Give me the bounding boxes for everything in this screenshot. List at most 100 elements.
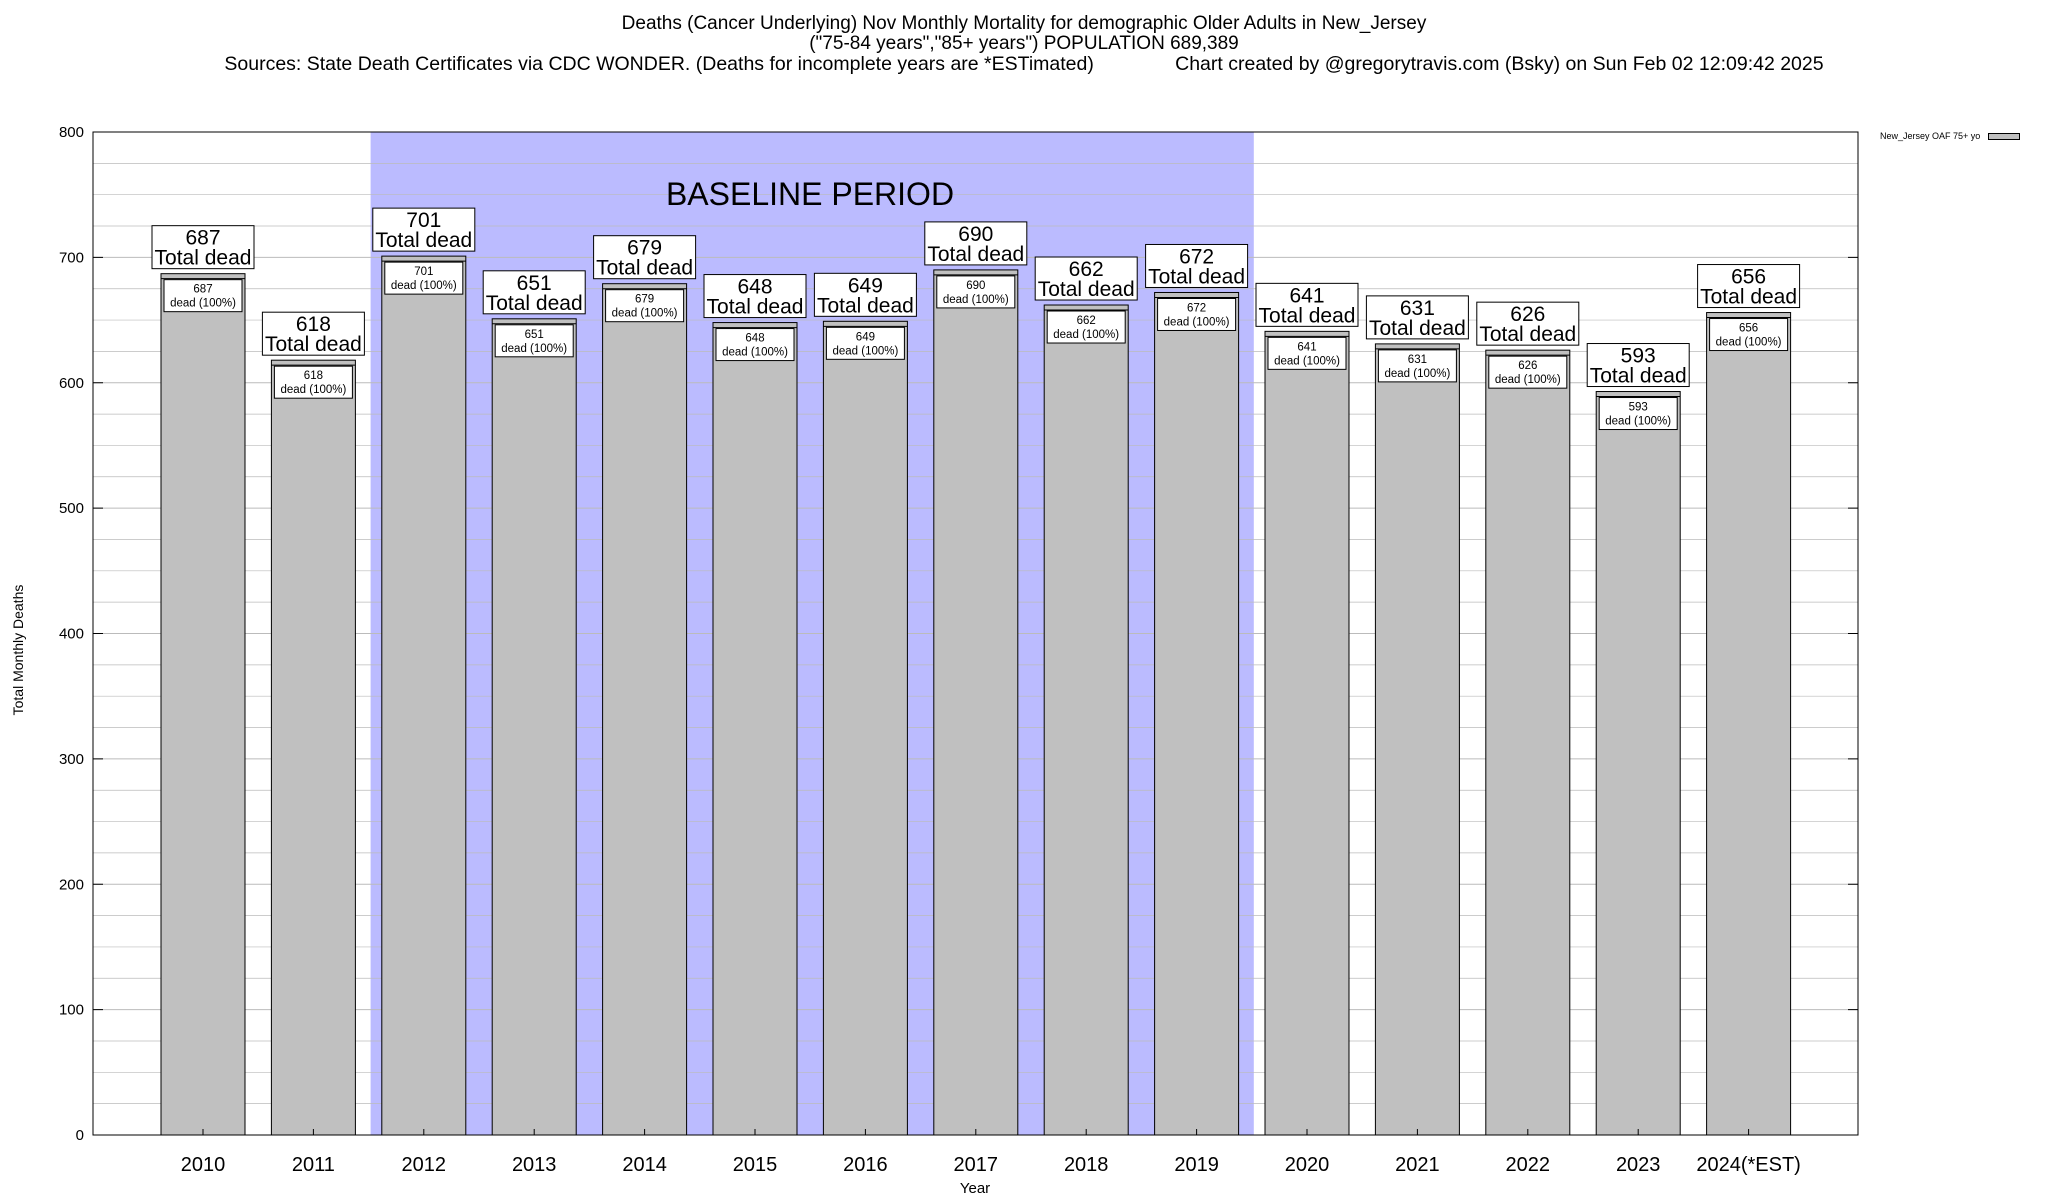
bar-inner-value: 679: [635, 294, 654, 306]
x-tick-label: 2024(*EST): [1696, 1154, 1801, 1176]
bar-total-label: Total dead: [1590, 365, 1687, 388]
bar: [491, 318, 577, 1136]
y-tick-label: 700: [59, 249, 84, 266]
bar-inner-percent: dead (100%): [1495, 374, 1561, 386]
bar-inner-percent: dead (100%): [1053, 329, 1119, 341]
bar-total-value: 651: [517, 272, 552, 295]
bar-total-label-box: [1586, 343, 1690, 388]
bar-total-label-box: [261, 311, 365, 356]
bar-total-label-box: [1255, 282, 1359, 327]
bar-inner-percent: dead (100%): [612, 308, 678, 320]
bar-total-label: Total dead: [1259, 304, 1356, 327]
bar-inner-percent: dead (100%): [280, 384, 346, 396]
bar-inner-value: 672: [1187, 302, 1206, 314]
y-axis-label: Total Monthly Deaths: [10, 584, 26, 716]
bar-total-label: Total dead: [1479, 323, 1576, 346]
bar: [822, 320, 908, 1136]
bar-inner-label-box: [1046, 310, 1126, 344]
bar-inner-value: 690: [966, 280, 985, 292]
bar-inner-label-box: [1267, 336, 1347, 370]
bar-total-label-box: [593, 235, 697, 280]
bar: [1485, 349, 1571, 1136]
bar-inner-percent: dead (100%): [1605, 416, 1671, 428]
x-tick-label: 2015: [733, 1154, 778, 1176]
chart-source-line: Sources: State Death Certificates via CD…: [224, 53, 1824, 75]
bar-total-label-box: [813, 272, 917, 317]
bar-total-label: Total dead: [1700, 286, 1797, 309]
bar-inner-label-box: [1157, 297, 1237, 331]
bar-inner-label-box: [1377, 349, 1457, 383]
bar-inner-label-box: [273, 365, 353, 399]
bar-inner-percent: dead (100%): [832, 345, 898, 357]
bar-inner-percent: dead (100%): [1274, 355, 1340, 367]
chart-title-block: Deaths (Cancer Underlying) Nov Monthly M…: [0, 13, 2048, 75]
bar-inner-value: 701: [414, 266, 433, 278]
bar-inner-value: 593: [1629, 402, 1648, 414]
y-tick-label: 800: [59, 124, 84, 141]
bar-inner-label-box: [715, 328, 795, 362]
bar-inner-percent: dead (100%): [722, 347, 788, 359]
bar-total-label-box: [1034, 256, 1138, 301]
bar-inner-percent: dead (100%): [1384, 368, 1450, 380]
bar-inner-label-box: [494, 324, 574, 358]
bar-total-value: 649: [848, 274, 883, 297]
y-tick-label: 100: [59, 1002, 84, 1019]
bar-total-label-box: [151, 225, 255, 270]
bar-total-label: Total dead: [265, 333, 362, 356]
bar-total-label: Total dead: [707, 296, 804, 319]
bar-total-label: Total dead: [1369, 317, 1466, 340]
bar-total-value: 662: [1069, 258, 1104, 281]
x-axis-label: Year: [959, 1180, 991, 1197]
bar-inner-label-box: [605, 289, 685, 323]
baseline-period-label: BASELINE PERIOD: [666, 176, 954, 212]
x-tick-label: 2021: [1395, 1154, 1440, 1176]
bar-inner-label-box: [384, 261, 464, 295]
bar-inner-percent: dead (100%): [501, 343, 567, 355]
x-tick-label: 2023: [1616, 1154, 1661, 1176]
bar-total-label-box: [372, 207, 476, 252]
bar: [160, 273, 246, 1136]
bar-total-value: 690: [958, 223, 993, 246]
x-tick-label: 2016: [843, 1154, 888, 1176]
bar-total-label-box: [703, 274, 807, 319]
chart-subtitle: ("75-84 years","85+ years") POPULATION 6…: [809, 33, 1239, 54]
bar: [270, 359, 356, 1136]
bar-total-value: 687: [185, 227, 220, 250]
bar-inner-percent: dead (100%): [170, 298, 236, 310]
bar-inner-label-box: [1598, 397, 1678, 431]
bar-inner-value: 626: [1518, 360, 1537, 372]
y-tick-label: 500: [59, 500, 84, 517]
legend-swatch: [1988, 132, 2021, 140]
bar-total-label-box: [1476, 301, 1580, 346]
bar-total-value: 672: [1179, 245, 1214, 268]
bar: [602, 283, 688, 1136]
bar-total-value: 679: [627, 237, 662, 260]
bar-total-label: Total dead: [155, 247, 252, 270]
bar-inner-label-box: [825, 326, 905, 360]
bar-inner-value: 649: [856, 331, 875, 343]
bar-inner-value: 618: [304, 370, 323, 382]
y-tick-label: 300: [59, 751, 84, 768]
bar-inner-value: 631: [1408, 354, 1427, 366]
y-tick-label: 200: [59, 876, 84, 893]
x-tick-label: 2020: [1285, 1154, 1330, 1176]
bar-total-value: 631: [1400, 297, 1435, 320]
bar-total-label: Total dead: [1148, 265, 1245, 288]
bar-total-value: 626: [1510, 303, 1545, 326]
y-tick-label: 400: [59, 626, 84, 643]
bar: [381, 255, 467, 1136]
bar-total-label-box: [1365, 295, 1469, 340]
bar: [1374, 343, 1460, 1136]
bar: [1043, 304, 1129, 1136]
bar-inner-value: 651: [525, 329, 544, 341]
bar-total-value: 618: [296, 313, 331, 336]
bar-total-value: 593: [1621, 345, 1656, 368]
bar-total-label-box: [482, 270, 586, 315]
x-tick-label: 2014: [622, 1154, 667, 1176]
bar-total-label: Total dead: [596, 257, 693, 280]
bar: [1706, 312, 1792, 1136]
chart-title: Deaths (Cancer Underlying) Nov Monthly M…: [621, 13, 1427, 34]
bar-inner-value: 662: [1077, 315, 1096, 327]
x-tick-label: 2022: [1506, 1154, 1551, 1176]
